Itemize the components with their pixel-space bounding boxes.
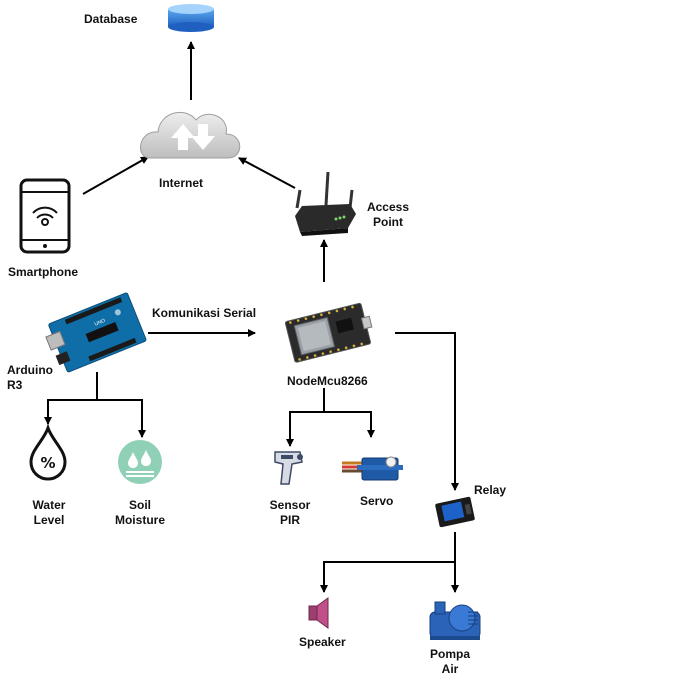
router-icon xyxy=(295,171,356,236)
line-arduino-soil xyxy=(97,399,146,438)
label-arduino: Arduino R3 xyxy=(7,363,53,392)
label-access-point: Access Point xyxy=(366,200,410,229)
line-nodemcu-pir xyxy=(286,388,325,447)
pir-sensor-icon xyxy=(274,451,303,485)
label-water-level: Water Level xyxy=(32,498,66,527)
label-nodemcu: NodeMcu8266 xyxy=(287,374,368,388)
label-pompa-air: Pompa Air xyxy=(429,647,470,676)
water-drop-icon: % xyxy=(29,423,67,481)
servo-icon xyxy=(342,456,403,481)
connectors xyxy=(44,41,459,593)
arduino-board-icon: UNO xyxy=(45,292,147,373)
line-relay-speaker xyxy=(320,532,456,593)
soil-moisture-icon xyxy=(118,440,162,484)
label-speaker: Speaker xyxy=(299,635,346,649)
speaker-icon xyxy=(308,597,329,629)
arrow-smartphone-to-internet xyxy=(82,156,149,195)
smartphone-icon xyxy=(19,178,71,254)
database-icon xyxy=(168,4,214,32)
water-pump-icon xyxy=(429,601,481,640)
label-servo: Servo xyxy=(360,494,394,508)
label-soil-moisture: Soil Moisture xyxy=(114,498,165,527)
nodemcu-board-icon xyxy=(284,302,373,363)
label-komunikasi-serial: Komunikasi Serial xyxy=(152,306,257,320)
cloud-icon xyxy=(140,111,241,159)
label-internet: Internet xyxy=(159,176,204,190)
line-nodemcu-relay xyxy=(395,332,459,491)
svg-text:UNO: UNO xyxy=(94,318,107,328)
line-arduino-sensors xyxy=(44,372,98,425)
label-relay: Relay xyxy=(474,483,507,497)
label-smartphone: Smartphone xyxy=(8,265,79,279)
svg-text:%: % xyxy=(40,454,55,472)
line-nodemcu-servo xyxy=(324,411,375,438)
label-sensor-pir: Sensor PIR xyxy=(269,498,311,527)
label-database: Database xyxy=(84,12,138,26)
relay-icon xyxy=(435,496,475,528)
arrow-accesspoint-to-internet xyxy=(238,157,296,189)
